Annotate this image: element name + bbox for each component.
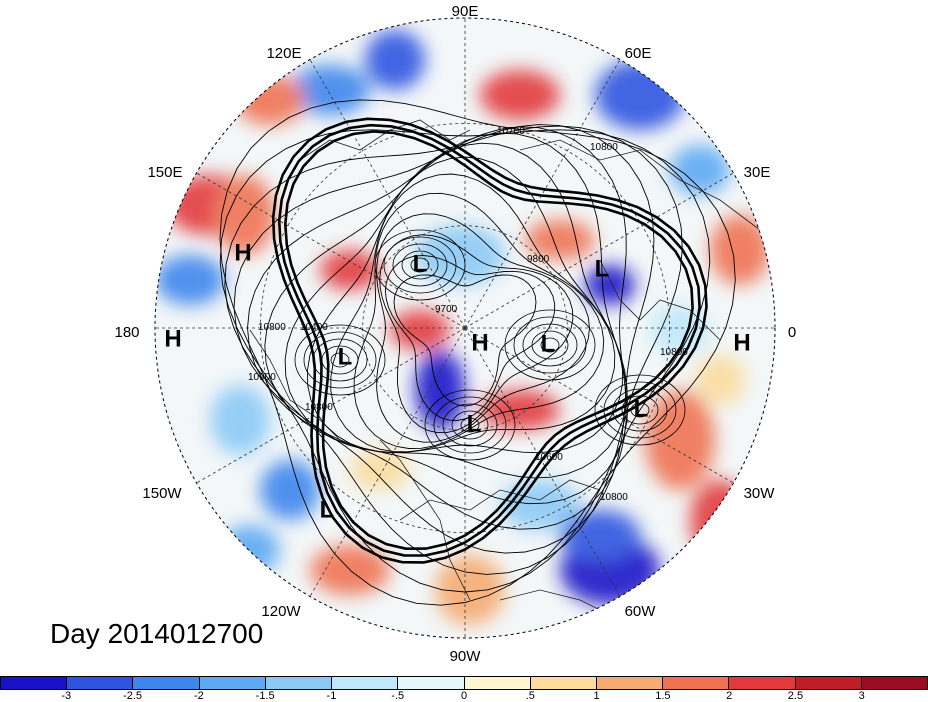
polar-stereographic-map: 10700 10800 9800 9700 10400 10800 10900 10800 10…: [114, 3, 796, 665]
colorbar-segment: [398, 677, 465, 689]
longitude-labels: 90E 60E 30E 0 30W 60W 90W 120W 150W 180 150E 120E: [114, 3, 796, 665]
colorbar-tick-label: 3: [858, 690, 865, 702]
colorbar-segment: [332, 677, 399, 689]
colorbar-tick-label: 0: [460, 690, 468, 702]
longitude-label: 120E: [266, 45, 301, 62]
high-pressure-center: H: [164, 325, 181, 352]
contour-label: 10800: [258, 322, 286, 333]
longitude-label: 150W: [142, 485, 182, 502]
longitude-label: 60W: [625, 603, 657, 620]
colorbar-segment: [861, 677, 928, 689]
low-pressure-center: L: [541, 330, 556, 357]
longitude-label: 120W: [261, 603, 301, 620]
low-pressure-center: L: [338, 343, 353, 370]
colorbar-segment: [1, 677, 68, 689]
colorbar-tick-label: 1: [593, 690, 600, 702]
date-label: Day 2014012700: [50, 618, 264, 649]
colorbar-tick-label: 2.5: [787, 690, 804, 702]
contour-label: 10600: [535, 452, 563, 463]
contour-label: 10700: [497, 126, 525, 137]
longitude-label: 30E: [744, 164, 771, 181]
contour-label: 10800: [660, 347, 688, 358]
longitude-label: 180: [114, 324, 139, 341]
contour-label: 10900: [248, 372, 276, 383]
colorbar-tick-label: 1.5: [655, 690, 671, 702]
colorbar-tick-label: -2: [193, 690, 204, 702]
colorbar-segment: [530, 677, 597, 689]
contour-label: 10800: [600, 492, 628, 503]
colorbar-tick-label: -3: [61, 690, 72, 702]
high-pressure-center: H: [471, 329, 488, 356]
colorbar-tick-label: -2.5: [123, 690, 143, 702]
low-pressure-center: L: [413, 250, 428, 277]
colorbar-segment: [464, 677, 531, 689]
low-pressure-center: L: [467, 410, 482, 437]
contour-label: 10400: [300, 322, 328, 333]
contour-label: 9700: [435, 304, 458, 315]
colorbar-tick-label: 2: [726, 690, 733, 702]
colorbar-segment: [596, 677, 664, 689]
colorbar-tick-label: -.5: [391, 690, 405, 702]
pressure-center-markers: H H H H L L L L L L L: [164, 239, 750, 523]
longitude-label: 90W: [450, 648, 482, 665]
contour-label: 10800: [305, 402, 333, 413]
colorbar-labels: -3 -2.5 -2 -1.5 -1 -.5 0 .5 1 1.5 2 2.5 3: [0, 690, 928, 702]
colorbar-tick-label: .5: [525, 690, 535, 702]
colorbar-segment: [795, 677, 862, 689]
low-pressure-center: L: [595, 255, 610, 282]
geopotential-height-contours: [219, 99, 736, 606]
colorbar-segment: [729, 677, 796, 689]
temperature-anomaly-field: [155, 30, 770, 625]
high-pressure-center: H: [234, 239, 251, 266]
colorbar-tick-label: -1.5: [255, 690, 275, 702]
low-pressure-center: L: [634, 395, 649, 422]
longitude-label: 30W: [744, 485, 776, 502]
high-pressure-center: H: [733, 329, 750, 356]
map-boundary: [154, 17, 776, 639]
colorbar-segment: [67, 677, 134, 689]
longitude-label: 150E: [147, 164, 182, 181]
colorbar-segment: [133, 677, 200, 689]
colorbar-segment: [265, 677, 333, 689]
contour-label: 9800: [527, 254, 550, 265]
colorbar-segment: [199, 677, 266, 689]
jet-stream-contours: [271, 117, 708, 564]
longitude-label: 0: [788, 324, 796, 341]
colorbar: [0, 676, 928, 690]
longitude-label: 60E: [625, 45, 652, 62]
low-pressure-center: L: [320, 496, 335, 523]
colorbar-segment: [663, 677, 730, 689]
contour-label: 10800: [590, 142, 618, 153]
lat-lon-gridlines: [155, 18, 775, 638]
longitude-label: 90E: [452, 3, 479, 20]
contour-labels: 10700 10800 9800 9700 10400 10800 10900 10800 10…: [248, 126, 688, 503]
colorbar-tick-label: -1: [326, 690, 337, 702]
